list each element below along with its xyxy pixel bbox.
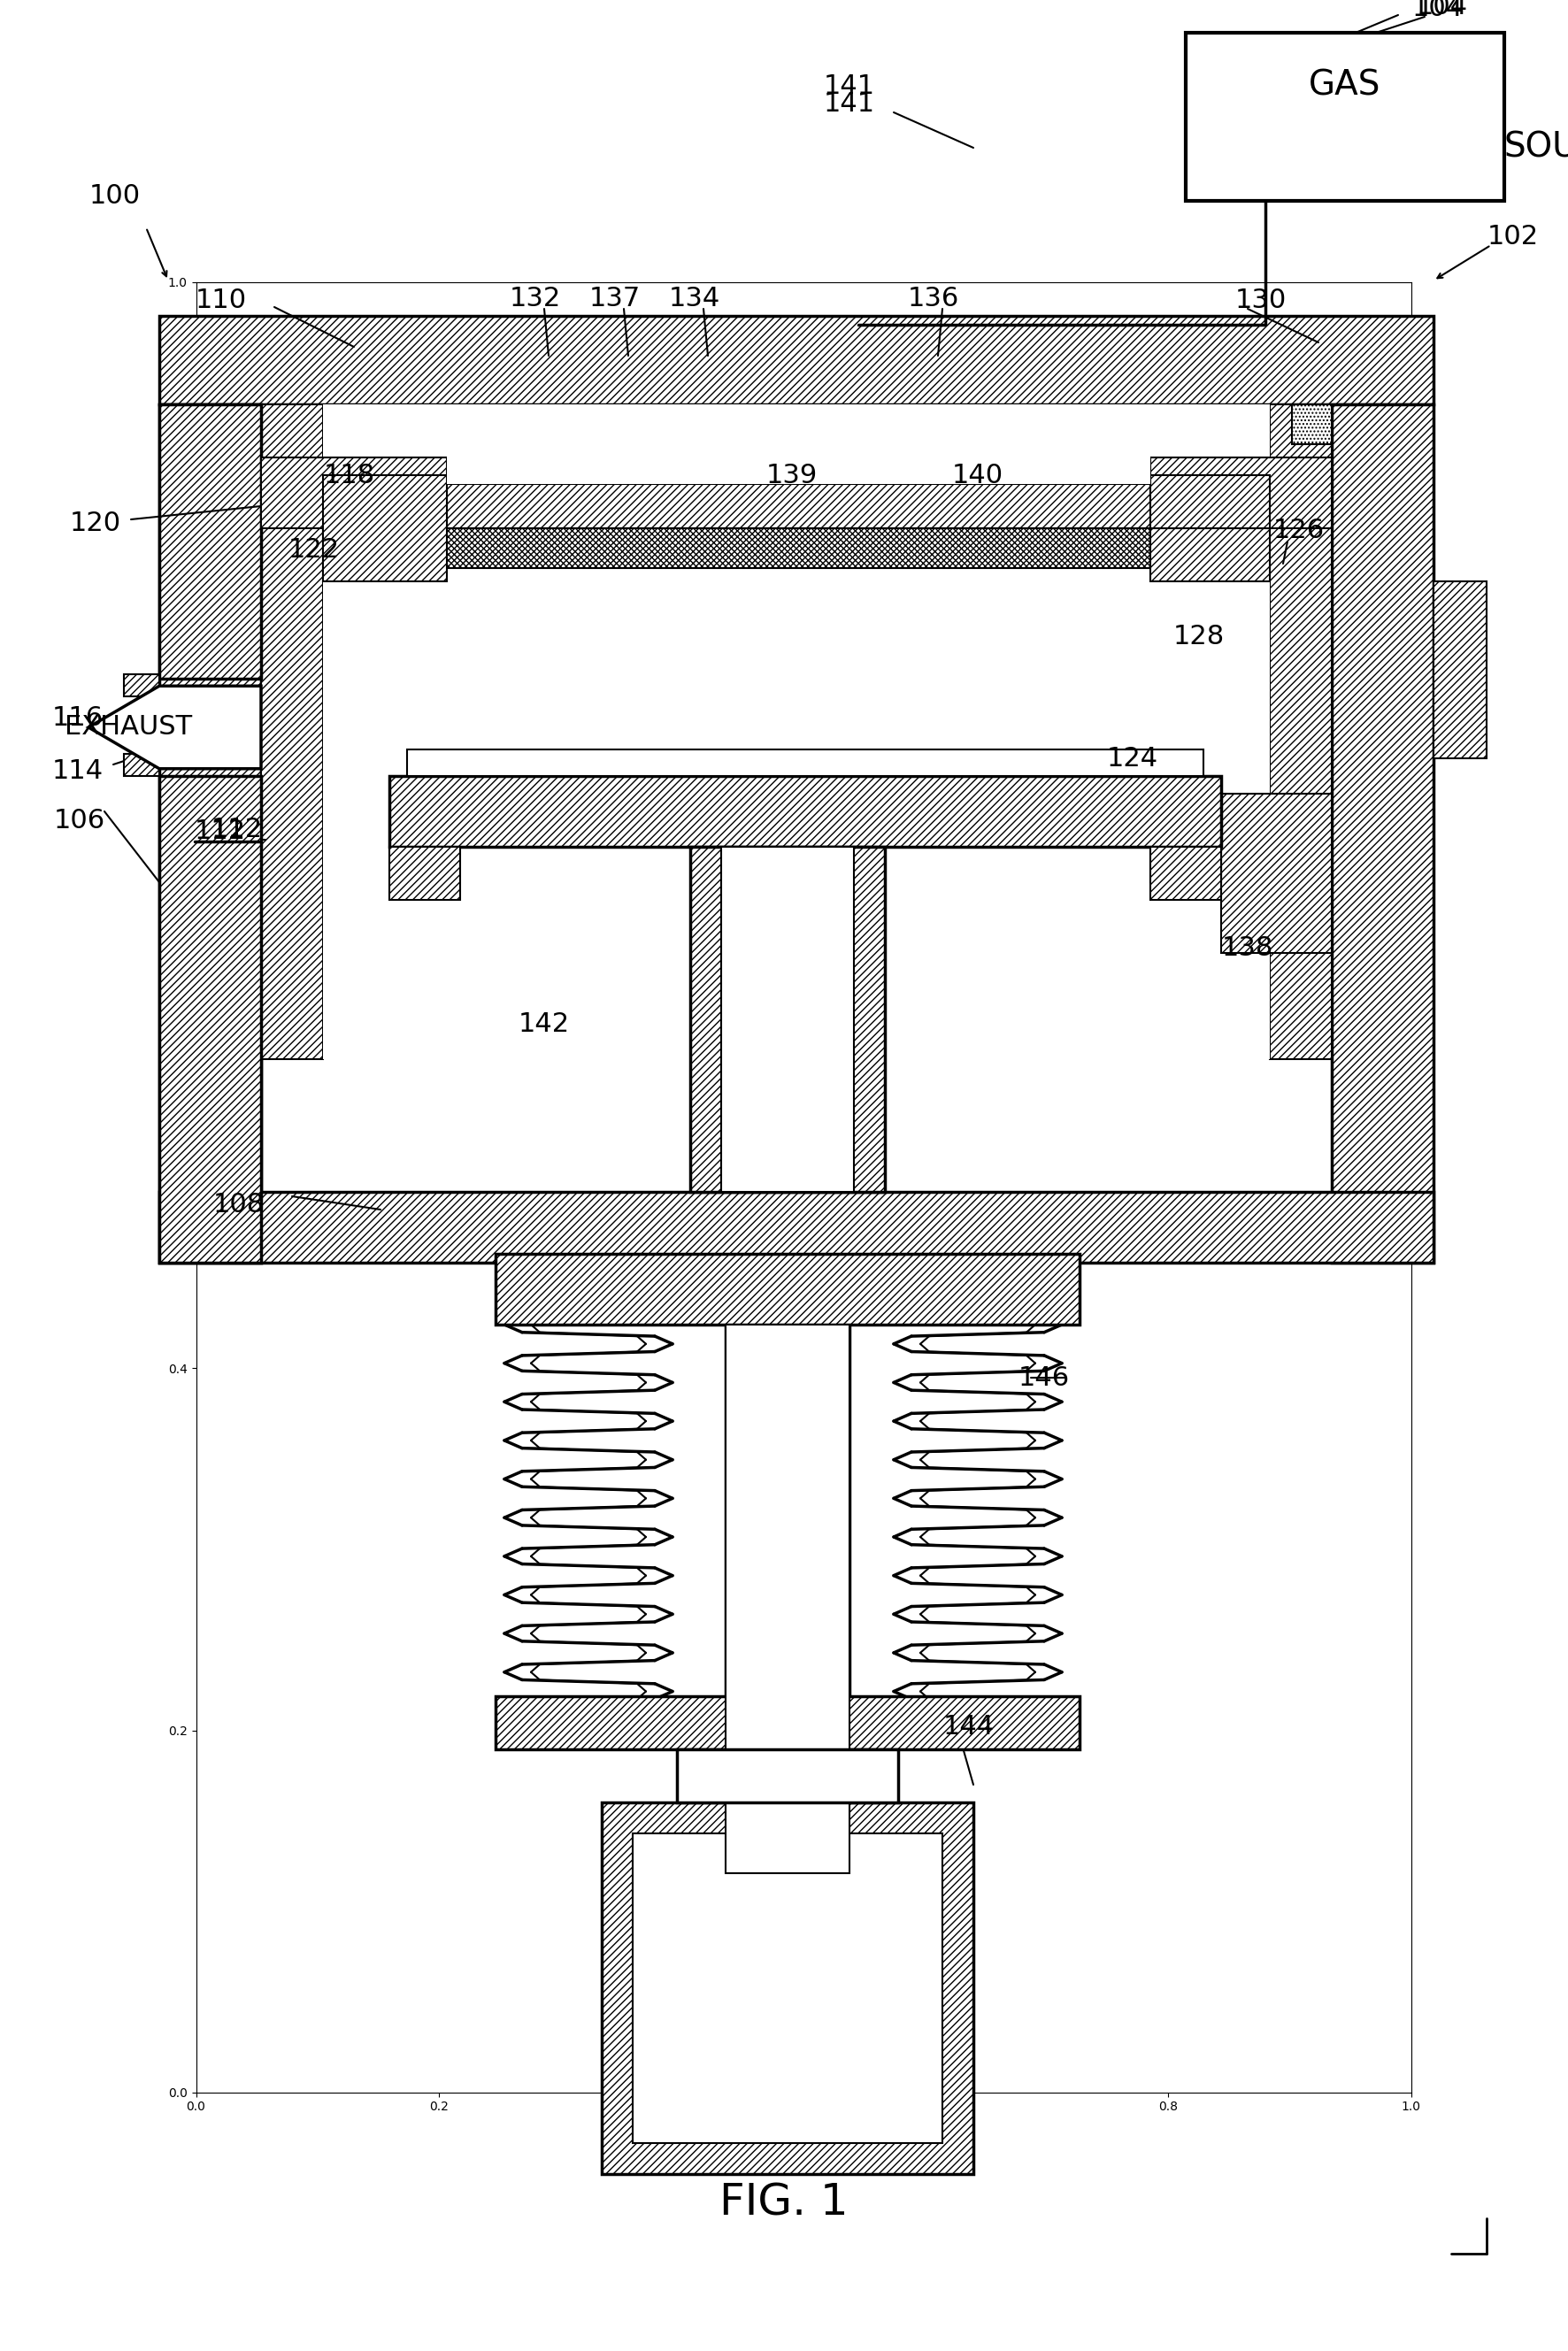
Bar (447, 484, 1151, 529)
Text: 144: 144 (944, 1714, 994, 1740)
Bar (160, 404, 260, 679)
Text: 134: 134 (670, 284, 720, 310)
Text: 108: 108 (213, 1192, 265, 1218)
Text: GAS: GAS (1309, 68, 1381, 103)
Text: FIG. 1: FIG. 1 (720, 2182, 848, 2224)
Text: 124: 124 (1107, 745, 1159, 771)
Bar (260, 458, 447, 529)
Bar (389, 846, 459, 900)
Bar (1151, 475, 1270, 529)
Bar (160, 404, 260, 1262)
Bar (495, 1253, 1079, 1324)
Bar (323, 475, 447, 581)
Bar (1151, 795, 1221, 882)
Bar (1331, 404, 1433, 1262)
Bar (447, 529, 1151, 569)
Bar (1221, 795, 1331, 952)
Bar (124, 675, 160, 696)
Text: 114: 114 (52, 759, 103, 785)
Bar (1151, 458, 1331, 529)
Bar (389, 846, 459, 900)
Text: 118: 118 (323, 463, 375, 489)
Bar (721, 846, 855, 1192)
Bar (1151, 475, 1270, 529)
Bar (160, 776, 260, 1262)
Bar (124, 675, 160, 696)
Text: EXHAUST: EXHAUST (64, 715, 191, 741)
Text: 141: 141 (823, 73, 875, 99)
Bar (260, 458, 447, 529)
Text: 126: 126 (1273, 517, 1325, 543)
Text: 139: 139 (767, 463, 818, 489)
Text: 130: 130 (1236, 287, 1287, 313)
Bar (160, 1192, 1433, 1262)
Text: 146: 146 (1019, 1366, 1069, 1389)
Bar (389, 776, 1221, 846)
Bar (1151, 529, 1270, 581)
Bar (1151, 458, 1331, 529)
Bar (1151, 795, 1221, 882)
Bar (447, 529, 1151, 569)
Text: 112: 112 (194, 818, 246, 844)
Bar (1185, 33, 1504, 200)
Text: 112: 112 (212, 816, 263, 842)
Bar (323, 475, 447, 581)
Bar (160, 776, 260, 1262)
Bar (602, 1803, 974, 2175)
Bar (690, 846, 884, 1192)
Bar (1221, 795, 1331, 952)
Bar (726, 1324, 850, 1874)
Bar (632, 1834, 942, 2144)
Text: 132: 132 (510, 284, 561, 310)
Bar (1292, 404, 1331, 444)
Bar (389, 776, 1221, 846)
Text: 136: 136 (908, 284, 960, 310)
Bar (1292, 404, 1331, 444)
Bar (323, 404, 1270, 1060)
Bar (160, 404, 260, 1262)
FancyArrow shape (88, 686, 260, 769)
Text: 104: 104 (1413, 0, 1463, 21)
Text: 100: 100 (89, 183, 141, 209)
Bar (160, 1192, 1433, 1262)
Text: 138: 138 (1221, 936, 1273, 962)
Text: 128: 128 (1173, 623, 1225, 649)
Bar (124, 755, 160, 776)
Bar (1270, 404, 1331, 1060)
Bar (1151, 846, 1221, 900)
Text: 137: 137 (590, 284, 641, 310)
Text: 120: 120 (71, 510, 121, 536)
Bar (160, 315, 1433, 404)
Bar (447, 484, 1151, 529)
Text: 116: 116 (52, 705, 103, 731)
Text: 106: 106 (53, 806, 105, 832)
Bar (260, 404, 323, 1060)
Bar (677, 1749, 898, 1803)
Bar (495, 1695, 1079, 1749)
Bar (124, 755, 160, 776)
Bar (1151, 529, 1270, 581)
Text: 122: 122 (289, 538, 340, 564)
Bar (1331, 404, 1433, 1262)
Text: 104: 104 (1416, 0, 1468, 19)
Text: 102: 102 (1488, 223, 1538, 249)
Bar (495, 1253, 1079, 1324)
Text: 141: 141 (823, 92, 875, 115)
Text: 140: 140 (952, 463, 1004, 489)
Bar (260, 404, 323, 1060)
Bar (160, 315, 1433, 404)
Bar (690, 846, 884, 1192)
Bar (1433, 581, 1486, 759)
Bar (160, 404, 260, 679)
Bar (447, 440, 1151, 484)
Bar (1151, 846, 1221, 900)
Bar (1270, 404, 1331, 1060)
Text: SOURCE: SOURCE (1504, 132, 1568, 165)
Bar (602, 1803, 974, 2175)
Bar (495, 1695, 1079, 1749)
Bar (408, 750, 1203, 776)
Text: 142: 142 (519, 1011, 569, 1037)
Text: 110: 110 (196, 287, 246, 313)
Bar (1433, 581, 1486, 759)
